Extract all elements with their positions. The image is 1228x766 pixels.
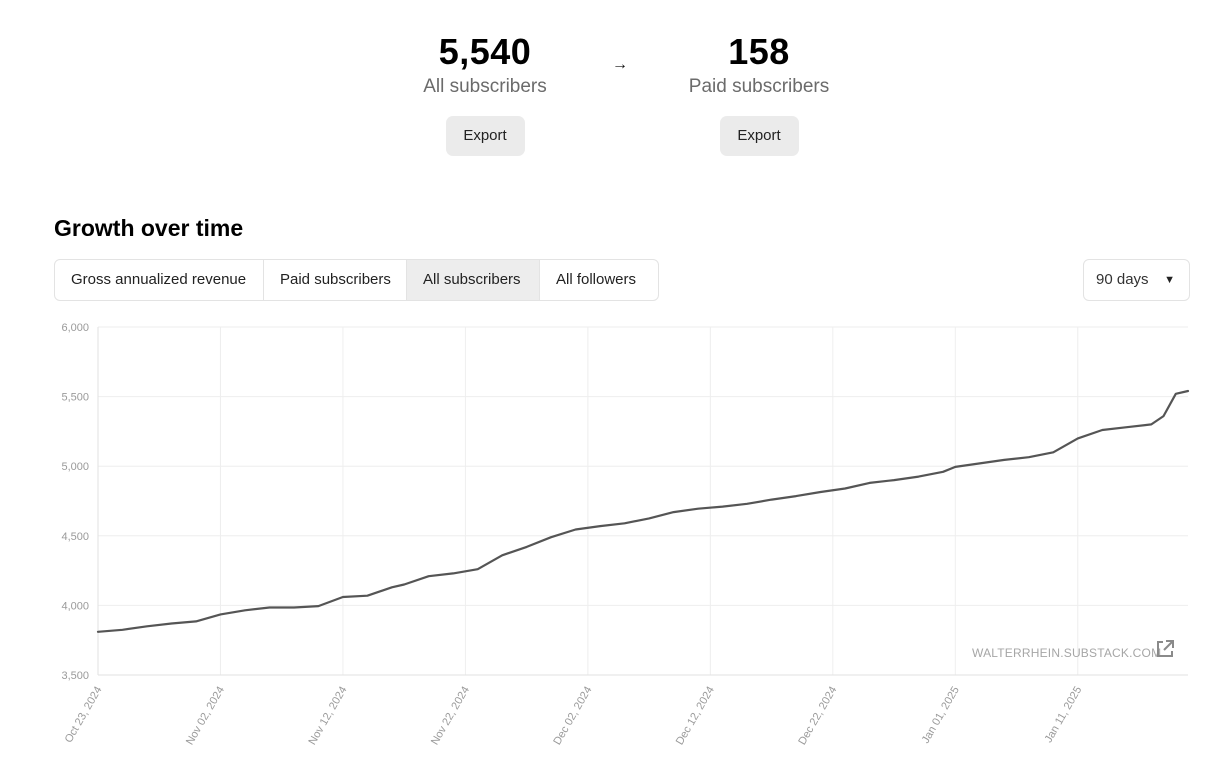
- data-point: [746, 503, 748, 505]
- data-point: [342, 596, 344, 598]
- data-point: [550, 536, 552, 538]
- data-point: [722, 506, 724, 508]
- data-point: [820, 491, 822, 493]
- data-point: [170, 622, 173, 625]
- tab-all-followers[interactable]: All followers: [556, 271, 637, 288]
- data-point: [366, 595, 368, 597]
- data-point: [146, 625, 148, 627]
- x-tick-label: Nov 22, 2024: [429, 685, 472, 748]
- data-point: [599, 525, 601, 527]
- data-point: [1187, 390, 1189, 392]
- data-point: [477, 568, 479, 570]
- growth-line-chart: 3,500 4,000 4,500 5,000 5,500 6,000 Oct 23, 20…: [61, 322, 1190, 747]
- chart-grid: [97, 326, 1188, 676]
- data-point: [1003, 459, 1005, 461]
- section-title: Growth over time: [54, 215, 244, 241]
- data-point: [317, 605, 319, 607]
- all-subscribers-label: All subscribers: [423, 76, 547, 97]
- data-point: [624, 522, 626, 524]
- data-point: [1162, 415, 1165, 417]
- x-tick-label: Nov 12, 2024: [306, 685, 349, 748]
- time-range-select[interactable]: 90 days ▼: [1083, 259, 1190, 301]
- y-tick-label: 5,500: [61, 392, 89, 404]
- data-point: [1101, 429, 1103, 431]
- data-point: [501, 554, 503, 556]
- y-tick-label: 4,500: [61, 531, 89, 543]
- x-tick-label: Jan 11, 2025: [1043, 685, 1085, 745]
- y-tick-label: 6,000: [61, 322, 89, 334]
- data-point: [268, 606, 271, 609]
- data-point: [673, 511, 675, 513]
- time-range-value: 90 days: [1096, 271, 1149, 288]
- data-point: [195, 620, 197, 622]
- x-tick-label: Oct 23, 2024: [63, 685, 105, 746]
- data-point: [526, 546, 528, 548]
- x-tick-label: Dec 22, 2024: [796, 685, 839, 748]
- data-point: [1150, 423, 1152, 425]
- arrow-right-icon: →: [612, 56, 628, 73]
- y-tick-label: 5,000: [61, 461, 89, 473]
- data-point: [697, 508, 699, 510]
- paid-subscribers-label: Paid subscribers: [688, 76, 830, 97]
- data-point: [979, 462, 981, 464]
- data-point: [575, 528, 577, 531]
- data-point: [771, 499, 773, 501]
- data-point: [244, 609, 246, 611]
- data-point: [869, 482, 871, 484]
- x-tick-label: Dec 02, 2024: [551, 685, 594, 748]
- data-point: [954, 466, 956, 468]
- publication-watermark: WALTERRHEIN.SUBSTACK.COM: [972, 646, 1162, 660]
- x-tick-label: Jan 01, 2025: [920, 685, 962, 746]
- x-tick-label: Nov 02, 2024: [184, 685, 227, 748]
- series-line: [96, 389, 1190, 633]
- data-point: [648, 517, 650, 519]
- data-point: [403, 583, 405, 586]
- data-point: [1126, 426, 1128, 428]
- export-paid-subscribers-button[interactable]: Export: [719, 116, 799, 156]
- data-point: [293, 606, 295, 609]
- x-tick-label: Dec 12, 2024: [674, 685, 717, 748]
- data-point: [795, 495, 797, 497]
- tab-all-subscribers[interactable]: All subscribers: [407, 260, 540, 300]
- data-point: [219, 613, 222, 615]
- data-point: [1175, 393, 1177, 395]
- tab-gross-annualized-revenue[interactable]: Gross annualized revenue: [55, 260, 264, 300]
- data-point: [844, 487, 846, 490]
- all-subscribers-count: 5,540: [438, 31, 532, 72]
- caret-down-icon: ▼: [1164, 274, 1175, 286]
- paid-subscribers-stat: 158 Paid subscribers Export: [659, 30, 859, 156]
- data-point: [1028, 456, 1030, 458]
- y-tick-label: 4,000: [61, 600, 89, 612]
- data-point: [1052, 451, 1054, 453]
- paid-subscribers-count: 158: [728, 31, 790, 72]
- data-point: [942, 471, 944, 473]
- export-all-subscribers-button[interactable]: Export: [445, 116, 525, 156]
- data-point: [918, 476, 920, 478]
- data-point: [391, 586, 393, 588]
- data-point: [97, 631, 99, 633]
- data-point: [121, 629, 124, 631]
- y-tick-label: 3,500: [61, 670, 89, 682]
- data-point: [452, 572, 454, 574]
- data-point: [1077, 437, 1079, 439]
- data-point: [893, 479, 895, 481]
- all-subscribers-stat: 5,540 All subscribers Export: [385, 30, 585, 156]
- chart-axes: 3,500 4,000 4,500 5,000 5,500 6,000 Oct 23, 20…: [61, 322, 1188, 747]
- tab-paid-subscribers[interactable]: Paid subscribers: [264, 260, 407, 300]
- data-point: [428, 575, 430, 577]
- external-link-icon[interactable]: [1155, 639, 1175, 659]
- metric-tabs: Gross annualized revenue Paid subscriber…: [54, 259, 659, 301]
- chart-series: [96, 389, 1190, 633]
